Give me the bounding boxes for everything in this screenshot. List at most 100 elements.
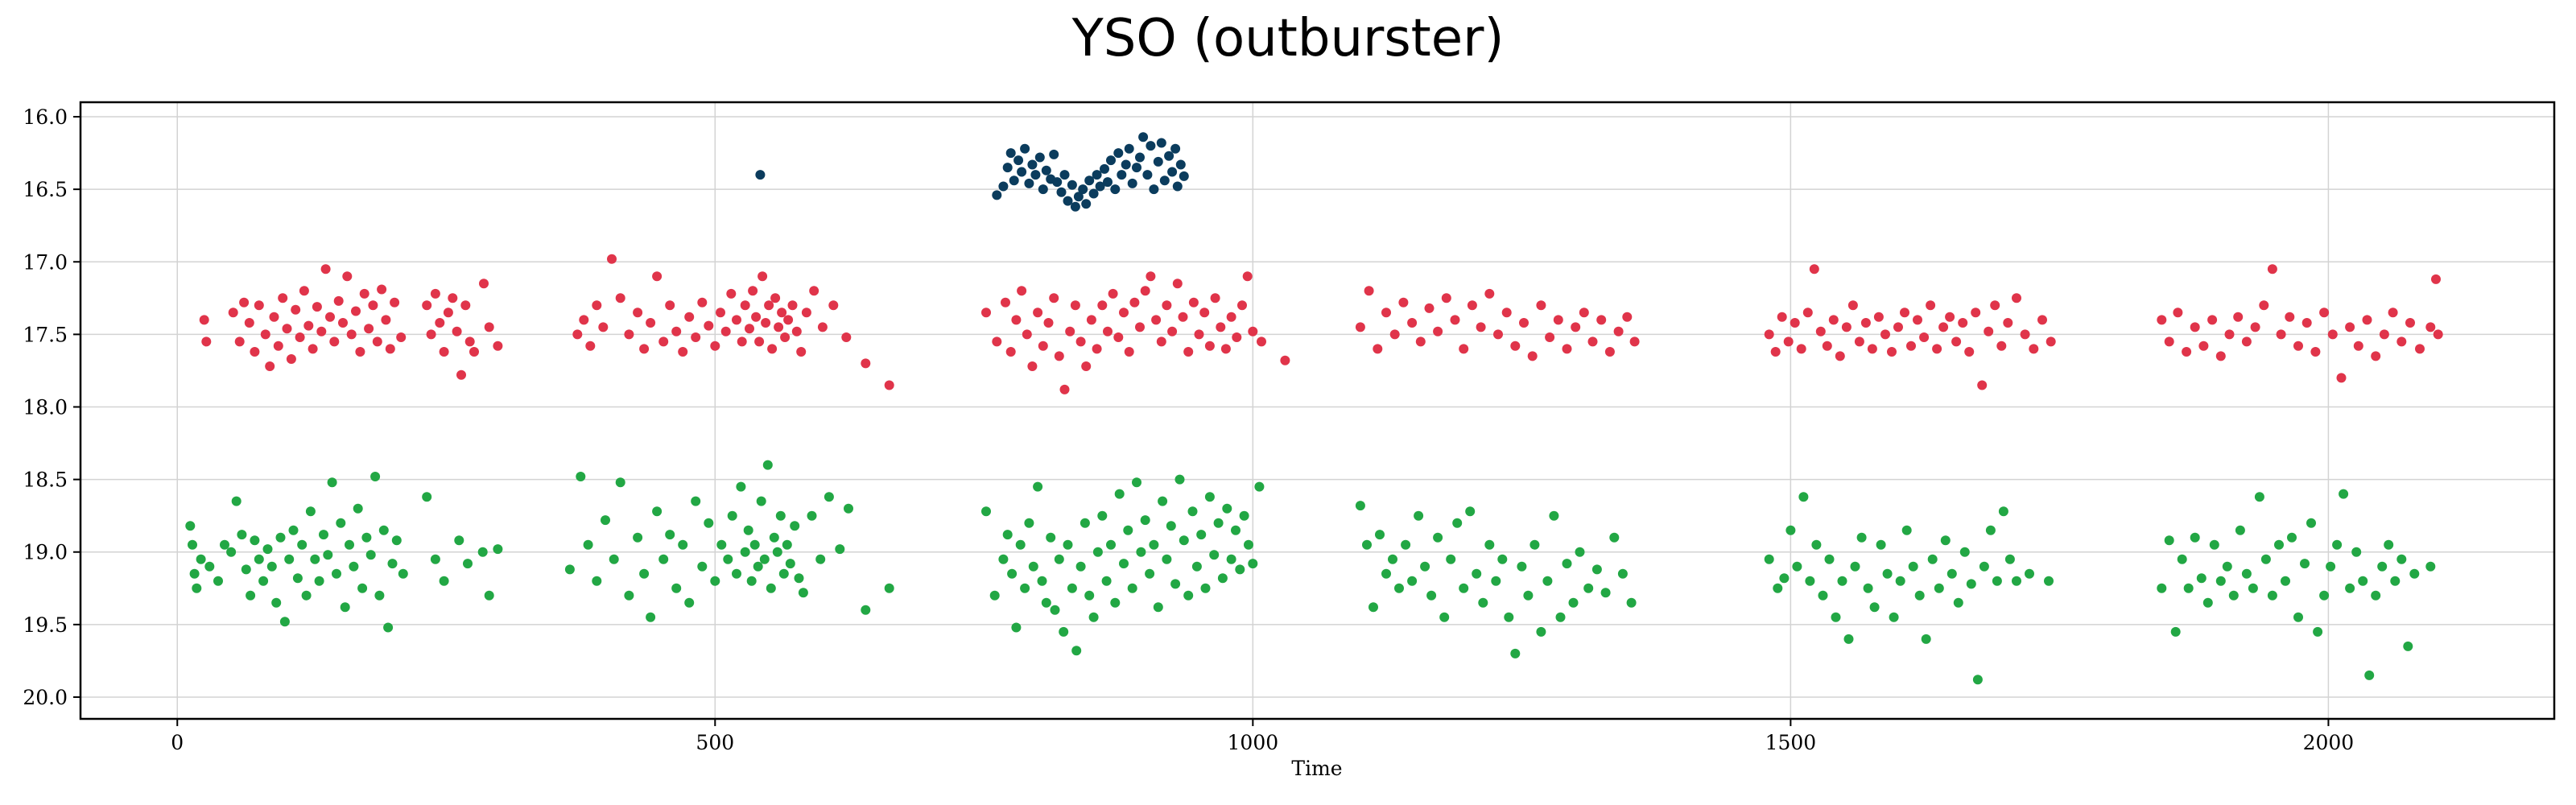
data-point <box>2157 315 2167 325</box>
data-point <box>1151 315 1162 325</box>
data-point <box>1162 554 1172 564</box>
data-point <box>1196 530 1207 540</box>
data-point <box>704 518 714 528</box>
data-point <box>1777 312 1787 322</box>
data-point <box>1170 143 1181 154</box>
data-point <box>697 561 708 572</box>
data-point <box>353 503 363 514</box>
data-point <box>1953 597 1963 608</box>
data-point <box>1792 561 1802 572</box>
data-point <box>464 336 475 347</box>
data-point <box>1420 561 1430 572</box>
data-point <box>759 554 770 564</box>
data-point <box>884 380 894 390</box>
data-point <box>2173 308 2183 318</box>
data-point <box>665 530 675 540</box>
data-point <box>1971 308 1981 318</box>
data-point <box>258 576 269 586</box>
data-point <box>1049 149 1059 159</box>
x-tick-label: 500 <box>696 731 734 754</box>
data-point <box>749 539 760 550</box>
data-point <box>2293 612 2303 622</box>
data-point <box>365 550 376 560</box>
data-point <box>1084 590 1095 601</box>
data-point <box>1882 568 1893 579</box>
data-point <box>305 506 316 517</box>
data-point <box>1439 612 1450 622</box>
data-point <box>585 341 596 351</box>
data-point <box>260 329 270 340</box>
data-point <box>1355 322 1365 332</box>
data-point <box>1467 300 1477 311</box>
data-point <box>439 347 449 357</box>
data-point <box>1070 300 1080 311</box>
data-point <box>204 561 215 572</box>
data-point <box>726 288 737 299</box>
axis-ticks: 0 500 1000 1500 2000 16.0 16.5 17.0 17.5 18.0 18.5… <box>23 105 2354 754</box>
data-point <box>1127 178 1137 188</box>
data-point <box>1977 380 1988 390</box>
data-point <box>271 597 282 608</box>
data-point <box>1001 297 1010 308</box>
data-point <box>2388 308 2398 318</box>
data-point <box>422 300 432 311</box>
data-point <box>1092 344 1102 354</box>
data-point <box>1052 177 1063 188</box>
data-point <box>790 521 800 531</box>
data-point <box>239 297 250 308</box>
data-point <box>1220 344 1231 354</box>
data-point <box>1847 300 1858 311</box>
x-tick-label: 1000 <box>1228 731 1279 754</box>
data-point <box>2274 539 2284 550</box>
data-point <box>1484 288 1495 299</box>
data-point <box>1527 351 1538 361</box>
data-point <box>1020 583 1030 593</box>
data-point <box>250 347 260 357</box>
data-point <box>1041 165 1051 175</box>
data-point <box>762 460 773 470</box>
data-point <box>1070 201 1080 212</box>
data-point <box>479 279 489 289</box>
data-point <box>469 347 479 357</box>
data-point <box>815 554 826 564</box>
data-point <box>1841 322 1852 332</box>
data-point <box>1056 187 1067 197</box>
data-point <box>2433 329 2443 340</box>
data-point <box>2004 554 2015 564</box>
data-point <box>1501 308 1512 318</box>
data-point <box>2281 576 2290 586</box>
data-point <box>1054 351 1064 361</box>
data-point <box>1002 163 1013 173</box>
data-point <box>2351 547 2362 557</box>
data-point <box>1401 539 1411 550</box>
data-point <box>1497 554 1508 564</box>
data-point <box>801 308 811 318</box>
data-point <box>1958 318 1968 328</box>
data-point <box>646 318 656 328</box>
data-point <box>340 602 350 613</box>
data-point <box>710 341 720 351</box>
data-point <box>1149 539 1159 550</box>
data-point <box>1123 525 1133 535</box>
data-point <box>2248 583 2258 593</box>
data-point <box>2233 312 2244 322</box>
data-point <box>2345 322 2355 332</box>
data-point <box>835 544 845 555</box>
data-point <box>299 286 309 296</box>
data-point <box>2310 347 2321 357</box>
data-point <box>755 170 766 180</box>
data-point <box>273 341 283 351</box>
data-point <box>1209 550 1220 560</box>
data-point <box>2425 322 2436 332</box>
data-point <box>422 492 432 502</box>
data-point <box>269 312 279 322</box>
data-point <box>1996 341 2007 351</box>
data-point <box>1876 539 1886 550</box>
data-point <box>2037 315 2047 325</box>
data-point <box>1146 141 1156 151</box>
data-point <box>2222 561 2232 572</box>
data-point <box>1022 329 1032 340</box>
data-point <box>357 583 368 593</box>
data-point <box>2020 329 2030 340</box>
